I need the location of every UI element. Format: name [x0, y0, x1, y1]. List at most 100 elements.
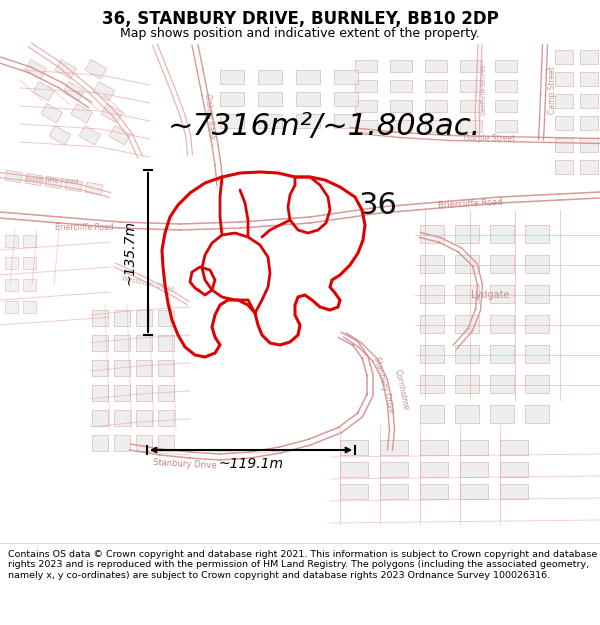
Polygon shape [420, 285, 444, 303]
Polygon shape [25, 173, 43, 186]
Polygon shape [23, 301, 36, 313]
Text: Contains OS data © Crown copyright and database right 2021. This information is : Contains OS data © Crown copyright and d… [8, 550, 597, 580]
Polygon shape [114, 335, 130, 351]
Polygon shape [525, 375, 549, 393]
Polygon shape [114, 410, 130, 426]
Polygon shape [455, 375, 479, 393]
Text: Westburn Close: Westburn Close [121, 275, 175, 292]
Polygon shape [460, 462, 488, 477]
Polygon shape [158, 335, 174, 351]
Text: 36, STANBURY DRIVE, BURNLEY, BB10 2DP: 36, STANBURY DRIVE, BURNLEY, BB10 2DP [101, 10, 499, 28]
Polygon shape [490, 315, 514, 333]
Polygon shape [92, 410, 108, 426]
Polygon shape [136, 410, 152, 426]
Polygon shape [158, 310, 174, 326]
Polygon shape [92, 360, 108, 376]
Polygon shape [355, 60, 377, 72]
Text: Map shows position and indicative extent of the property.: Map shows position and indicative extent… [120, 28, 480, 41]
Text: Cornholme: Cornholme [393, 369, 410, 411]
Polygon shape [355, 100, 377, 112]
Polygon shape [92, 310, 108, 326]
Polygon shape [390, 120, 412, 132]
Polygon shape [136, 435, 152, 451]
Text: Saxfield Street: Saxfield Street [481, 64, 487, 116]
Polygon shape [525, 345, 549, 363]
Polygon shape [380, 440, 408, 455]
Polygon shape [500, 440, 528, 455]
Polygon shape [425, 80, 447, 92]
Polygon shape [296, 70, 320, 84]
Polygon shape [5, 235, 18, 247]
Polygon shape [455, 225, 479, 243]
Polygon shape [136, 360, 152, 376]
Polygon shape [220, 114, 244, 128]
Text: Stanbury Drive: Stanbury Drive [372, 356, 395, 414]
Polygon shape [92, 335, 108, 351]
Polygon shape [420, 484, 448, 499]
Polygon shape [525, 405, 549, 423]
Polygon shape [490, 255, 514, 273]
Polygon shape [425, 100, 447, 112]
Polygon shape [455, 345, 479, 363]
Polygon shape [555, 138, 573, 152]
Polygon shape [390, 80, 412, 92]
Polygon shape [580, 50, 598, 64]
Polygon shape [23, 235, 36, 247]
Polygon shape [555, 160, 573, 174]
Polygon shape [420, 345, 444, 363]
Polygon shape [296, 114, 320, 128]
Polygon shape [25, 59, 47, 79]
Polygon shape [92, 435, 108, 451]
Polygon shape [340, 440, 368, 455]
Polygon shape [109, 126, 131, 145]
Polygon shape [390, 100, 412, 112]
Polygon shape [334, 114, 358, 128]
Polygon shape [555, 116, 573, 130]
Polygon shape [220, 70, 244, 84]
Polygon shape [65, 179, 82, 192]
Text: Stanbury Drive: Stanbury Drive [153, 458, 217, 470]
Polygon shape [85, 182, 103, 195]
Polygon shape [420, 462, 448, 477]
Polygon shape [92, 385, 108, 401]
Polygon shape [420, 405, 444, 423]
Polygon shape [258, 114, 282, 128]
Polygon shape [114, 385, 130, 401]
Polygon shape [555, 50, 573, 64]
Polygon shape [460, 60, 482, 72]
Polygon shape [71, 104, 92, 123]
Polygon shape [580, 116, 598, 130]
Text: Briercliffe Road: Briercliffe Road [437, 198, 503, 210]
Text: Lydgate: Lydgate [471, 290, 509, 300]
Polygon shape [114, 435, 130, 451]
Polygon shape [334, 92, 358, 106]
Polygon shape [420, 225, 444, 243]
Text: 36: 36 [359, 191, 397, 219]
Text: Briercliffe Road: Briercliffe Road [25, 176, 79, 184]
Polygon shape [455, 255, 479, 273]
Polygon shape [580, 72, 598, 86]
Polygon shape [258, 92, 282, 106]
Polygon shape [136, 385, 152, 401]
Polygon shape [420, 315, 444, 333]
Polygon shape [23, 279, 36, 291]
Polygon shape [101, 104, 122, 123]
Polygon shape [580, 138, 598, 152]
Polygon shape [490, 225, 514, 243]
Polygon shape [420, 255, 444, 273]
Polygon shape [455, 285, 479, 303]
Polygon shape [340, 462, 368, 477]
Polygon shape [5, 257, 18, 269]
Polygon shape [490, 285, 514, 303]
Polygon shape [500, 484, 528, 499]
Text: ~135.7m: ~135.7m [123, 220, 137, 285]
Polygon shape [420, 440, 448, 455]
Polygon shape [45, 176, 62, 189]
Text: Gorple Street: Gorple Street [464, 134, 515, 143]
Polygon shape [390, 60, 412, 72]
Polygon shape [425, 120, 447, 132]
Polygon shape [460, 80, 482, 92]
Polygon shape [460, 120, 482, 132]
Polygon shape [525, 285, 549, 303]
Polygon shape [258, 70, 282, 84]
